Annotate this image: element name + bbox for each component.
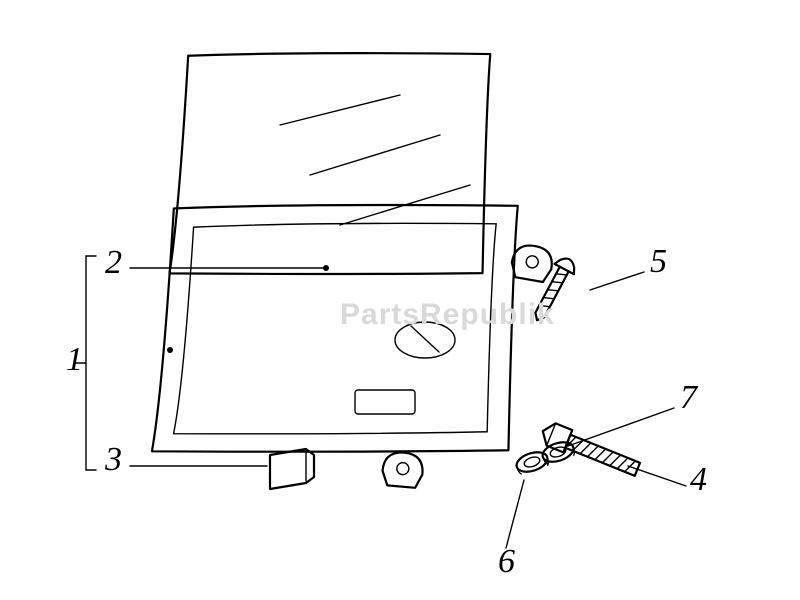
assembly-dot — [167, 347, 173, 353]
hex-bolt — [538, 420, 642, 480]
callout-2: 2 — [105, 244, 122, 282]
callout-5: 5 — [650, 243, 667, 281]
parts-diagram — [0, 0, 800, 600]
callout-6: 6 — [498, 543, 515, 581]
callout-4: 4 — [690, 461, 707, 499]
connector-part — [270, 449, 314, 489]
lens-part — [169, 53, 490, 274]
callout-7: 7 — [680, 379, 697, 417]
callout-3: 3 — [105, 441, 122, 479]
screw-small — [527, 254, 579, 325]
housing-part — [152, 205, 555, 488]
callout-1: 1 — [66, 341, 83, 379]
